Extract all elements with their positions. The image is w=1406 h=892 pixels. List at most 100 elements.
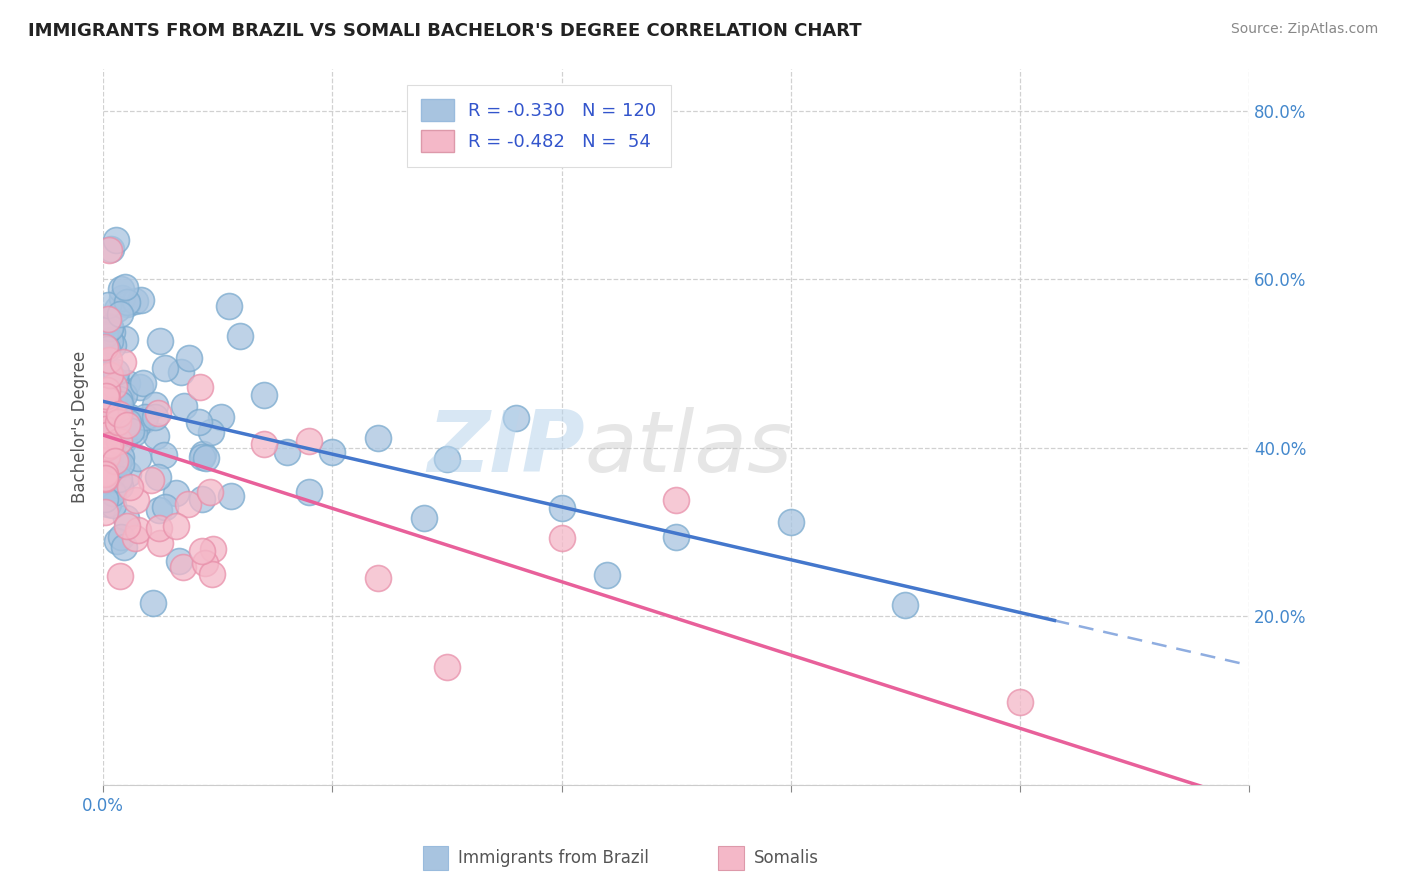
Point xyxy=(252,388,274,402)
Point xyxy=(195,450,218,465)
Point xyxy=(115,297,138,311)
Point xyxy=(101,444,124,458)
Point xyxy=(105,365,128,379)
Text: Source: ZipAtlas.com: Source: ZipAtlas.com xyxy=(1230,22,1378,37)
Point xyxy=(148,521,170,535)
Point xyxy=(190,380,212,394)
Point xyxy=(149,334,172,348)
Point xyxy=(108,472,131,486)
Point xyxy=(134,409,156,424)
Point xyxy=(148,503,170,517)
Point xyxy=(194,557,217,571)
Y-axis label: Bachelor's Degree: Bachelor's Degree xyxy=(72,351,89,503)
Point xyxy=(173,400,195,414)
Point xyxy=(191,491,214,506)
Point xyxy=(94,365,117,379)
Point xyxy=(110,479,132,493)
Point xyxy=(94,466,117,480)
Point xyxy=(103,337,125,351)
Point xyxy=(108,569,131,583)
Point xyxy=(127,523,149,537)
Point xyxy=(112,541,135,555)
Point xyxy=(100,435,122,450)
Point xyxy=(104,375,127,389)
Point xyxy=(94,417,117,431)
Point xyxy=(107,392,129,406)
Point xyxy=(98,319,121,334)
Point xyxy=(115,519,138,533)
Point xyxy=(98,438,121,452)
Point xyxy=(115,376,138,390)
Point xyxy=(103,498,125,512)
Point xyxy=(103,392,125,407)
Point xyxy=(112,419,135,434)
Point xyxy=(367,431,389,445)
Point xyxy=(118,410,141,425)
Point xyxy=(97,314,120,328)
Point xyxy=(105,534,128,549)
Point xyxy=(94,397,117,411)
Point xyxy=(110,282,132,296)
Point xyxy=(153,500,176,514)
Point xyxy=(550,501,572,516)
Point xyxy=(153,360,176,375)
Legend: R = -0.330   N = 120, R = -0.482   N =  54: R = -0.330 N = 120, R = -0.482 N = 54 xyxy=(406,85,671,167)
Point xyxy=(98,459,121,474)
Point xyxy=(107,385,129,400)
Point xyxy=(98,321,121,335)
Point xyxy=(124,531,146,545)
Point xyxy=(321,445,343,459)
Point xyxy=(108,387,131,401)
Point xyxy=(131,293,153,307)
Point xyxy=(105,377,128,392)
Point xyxy=(165,519,187,533)
Point xyxy=(1008,695,1031,709)
Point xyxy=(96,342,118,356)
Point xyxy=(169,554,191,568)
Point xyxy=(96,427,118,442)
Point xyxy=(165,486,187,500)
Point xyxy=(101,486,124,500)
Point xyxy=(100,242,122,256)
Point xyxy=(142,596,165,610)
Point xyxy=(103,411,125,425)
Point xyxy=(98,364,121,378)
Point xyxy=(146,470,169,484)
Point xyxy=(97,440,120,454)
Point xyxy=(96,450,118,464)
Point xyxy=(110,292,132,306)
Point xyxy=(112,387,135,401)
Point xyxy=(94,506,117,520)
Point xyxy=(110,391,132,405)
Point xyxy=(98,452,121,467)
Point xyxy=(94,340,117,354)
Point xyxy=(110,531,132,545)
Text: atlas: atlas xyxy=(585,407,793,490)
Point xyxy=(97,450,120,464)
Point xyxy=(298,484,321,499)
Point xyxy=(108,397,131,411)
Point xyxy=(105,301,128,316)
Point xyxy=(191,543,214,558)
Point xyxy=(298,434,321,448)
Point xyxy=(96,389,118,403)
Point xyxy=(117,467,139,482)
Text: Somalis: Somalis xyxy=(754,848,818,867)
Point xyxy=(115,510,138,524)
Point xyxy=(96,392,118,406)
Point xyxy=(200,425,222,439)
Point xyxy=(112,354,135,368)
Point xyxy=(120,424,142,438)
Point xyxy=(665,492,688,507)
Point xyxy=(436,452,458,467)
Point xyxy=(112,433,135,447)
Point xyxy=(94,491,117,506)
Point xyxy=(436,659,458,673)
Point xyxy=(179,351,201,365)
Point xyxy=(108,434,131,448)
Point xyxy=(97,352,120,367)
Point xyxy=(94,472,117,486)
Point xyxy=(94,327,117,342)
Point xyxy=(115,295,138,310)
Point xyxy=(101,325,124,339)
